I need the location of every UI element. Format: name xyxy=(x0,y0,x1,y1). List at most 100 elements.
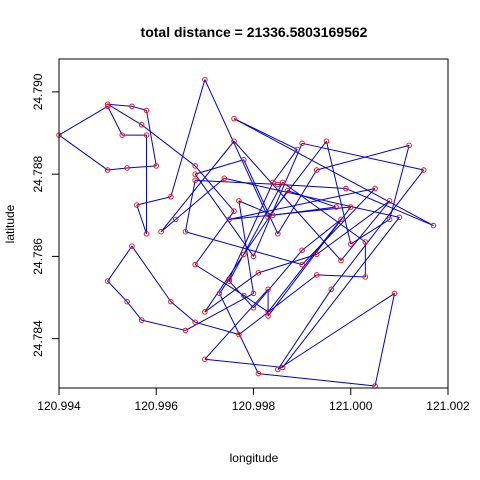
route-segment xyxy=(253,249,303,309)
city-point xyxy=(299,140,305,147)
route-segment xyxy=(301,218,342,251)
city-point xyxy=(192,261,198,268)
city-point xyxy=(386,216,393,223)
route-segment xyxy=(253,143,303,257)
route-segment xyxy=(175,177,225,220)
route-segment xyxy=(195,159,244,175)
city-point xyxy=(192,177,198,184)
plot-box xyxy=(58,58,449,389)
city-point xyxy=(124,298,130,305)
x-axis-label: longitude xyxy=(230,451,279,465)
route-segment xyxy=(345,188,434,227)
route-segment xyxy=(204,358,283,368)
route-segment xyxy=(277,292,395,370)
route-segment xyxy=(170,301,196,323)
x-tick-label: 120.994 xyxy=(37,399,81,413)
city-point xyxy=(265,214,271,221)
route-segment xyxy=(325,141,352,245)
city-point xyxy=(255,270,262,276)
y-axis: 24.784 24.786 24.788 24.790 xyxy=(31,73,60,357)
city-point xyxy=(129,103,135,110)
route-segment xyxy=(272,149,298,183)
city-point xyxy=(168,298,174,305)
route-segment xyxy=(233,118,434,226)
city-point xyxy=(406,142,412,149)
city-point xyxy=(236,331,242,338)
route-segment xyxy=(58,105,108,136)
city-points xyxy=(56,76,437,389)
city-point xyxy=(270,179,276,186)
city-point xyxy=(226,276,232,282)
city-point xyxy=(172,216,179,223)
city-point xyxy=(275,181,281,188)
city-point xyxy=(182,327,189,334)
route-segment xyxy=(277,183,346,190)
city-point xyxy=(226,278,232,284)
route-segment xyxy=(184,180,196,232)
city-point xyxy=(250,305,257,311)
city-point xyxy=(328,286,335,293)
x-tick-label: 121.000 xyxy=(329,399,373,413)
y-tick-label: 24.790 xyxy=(31,73,45,110)
city-point xyxy=(104,101,111,107)
route-segment xyxy=(170,79,206,197)
route-segment xyxy=(228,182,274,280)
city-point xyxy=(313,167,320,173)
route-segment xyxy=(330,169,425,290)
city-point xyxy=(104,167,111,173)
route-segment xyxy=(258,253,317,274)
route-segment xyxy=(277,289,332,370)
city-point xyxy=(323,138,330,144)
city-point xyxy=(216,290,223,297)
route-segment xyxy=(219,293,259,374)
route-segment xyxy=(185,231,303,266)
route-segment xyxy=(238,200,274,216)
route-segment xyxy=(316,200,390,255)
route-segment xyxy=(229,188,376,220)
chart-title: total distance = 21336.5803169562 xyxy=(141,24,368,40)
route-segment xyxy=(277,169,318,235)
city-point xyxy=(265,313,271,319)
city-point xyxy=(129,243,135,249)
city-point xyxy=(420,167,427,173)
route-segment xyxy=(127,165,157,169)
city-point xyxy=(313,272,320,278)
city-point xyxy=(236,198,242,204)
city-point xyxy=(182,228,189,235)
x-axis: 120.994 120.996 120.998 121.000 121.002 xyxy=(37,387,470,413)
y-tick-label: 24.786 xyxy=(31,238,45,275)
route-segment xyxy=(136,196,171,206)
city-point xyxy=(362,239,369,245)
city-point xyxy=(386,198,393,204)
city-point xyxy=(241,157,247,163)
city-point xyxy=(143,107,150,114)
city-point xyxy=(192,171,198,177)
route-segment xyxy=(194,173,254,257)
city-point xyxy=(104,103,111,110)
city-point xyxy=(143,231,150,237)
route-segment xyxy=(374,293,396,387)
route-segment xyxy=(302,142,424,171)
route-segment xyxy=(316,274,366,278)
city-point xyxy=(241,292,247,299)
route-segment xyxy=(107,106,123,136)
city-point xyxy=(343,185,349,192)
city-point xyxy=(221,175,228,182)
route-segment xyxy=(194,210,235,265)
city-point xyxy=(138,122,145,128)
city-point xyxy=(202,76,208,83)
city-point xyxy=(338,257,344,264)
route-segment xyxy=(219,278,230,294)
route-segment xyxy=(195,321,240,336)
route-segment xyxy=(146,110,157,167)
city-point xyxy=(153,163,159,169)
route-segment xyxy=(107,103,132,107)
city-point xyxy=(279,364,286,371)
city-point xyxy=(294,146,301,153)
city-point xyxy=(231,115,237,122)
city-point xyxy=(265,309,271,315)
route-segment xyxy=(272,206,337,216)
route-segment xyxy=(238,274,318,335)
city-point xyxy=(396,214,403,221)
